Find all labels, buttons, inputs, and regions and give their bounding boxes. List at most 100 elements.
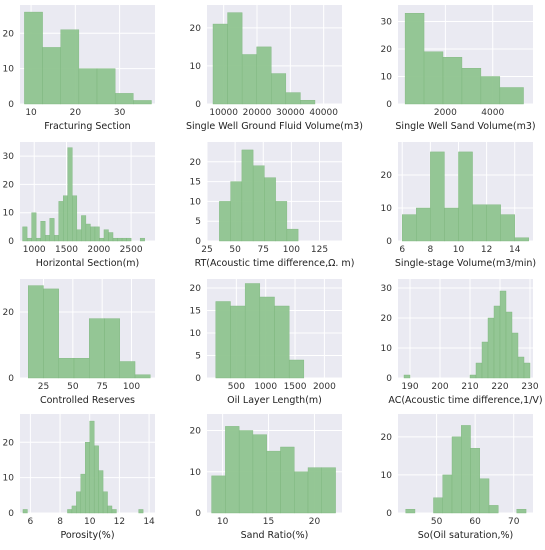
histogram-bar — [40, 220, 46, 242]
histogram-bar — [117, 237, 123, 242]
x-tick-label: 30 — [114, 108, 126, 118]
xlabel-3: Single Well Sand Volume(m3) — [395, 121, 535, 132]
histogram-bar — [119, 361, 136, 379]
x-tick-label: 20 — [70, 108, 82, 118]
histogram-bar — [259, 296, 275, 379]
y-tick-label: 20 — [3, 438, 15, 448]
y-tick-label: 0 — [8, 237, 14, 247]
x-tick-label: 1500 — [284, 382, 307, 392]
histogram-bar — [126, 237, 132, 242]
histogram-bar — [58, 201, 64, 242]
x-tick-label: 10000 — [209, 108, 238, 118]
histogram-bar — [93, 445, 99, 514]
histogram-bar — [73, 358, 90, 379]
x-tick-label: 220 — [491, 382, 508, 392]
x-tick-label: 125 — [311, 245, 328, 255]
x-tick-label: 50 — [229, 245, 241, 255]
y-tick-label: 10 — [190, 468, 202, 478]
x-tick-label: 4000 — [481, 108, 504, 118]
x-tick-label: 70 — [508, 517, 520, 527]
y-tick-label: 20 — [190, 24, 202, 34]
histogram-bar — [451, 436, 462, 514]
y-tick-label: 20 — [3, 308, 15, 318]
x-tick-label: 10 — [217, 517, 229, 527]
histogram-bar — [111, 509, 117, 514]
histogram-bar — [112, 237, 118, 242]
x-tick-label: 230 — [521, 382, 538, 392]
y-tick-label: 20 — [381, 433, 393, 443]
histogram-bar — [480, 76, 501, 105]
y-tick-label: 10 — [3, 65, 15, 75]
chart-12: 0 10 20 50 60 70 So(Oil saturation,%) — [381, 414, 533, 541]
histogram-bar — [475, 362, 483, 379]
histogram-bar — [72, 195, 78, 242]
histogram-bar — [76, 491, 82, 514]
chart-5: 0 5 10 15 20 25 50 75 100 125 RT(Acoustic time dif… — [190, 142, 354, 269]
y-tick-label: 10 — [381, 73, 393, 83]
histogram-bar — [24, 11, 43, 105]
x-tick-label: 75 — [258, 245, 269, 255]
y-tick-label: 20 — [190, 158, 202, 168]
y-tick-label: 10 — [381, 471, 393, 481]
xlabel-12: So(Oil saturation,%) — [418, 530, 514, 541]
histogram-bar — [430, 151, 445, 242]
histogram-bar — [31, 212, 37, 242]
y-tick-label: 5 — [195, 217, 201, 227]
histogram-bar — [505, 311, 513, 379]
histogram-bar — [294, 471, 309, 514]
y-tick-label: 0 — [195, 374, 201, 384]
histogram-bar — [133, 100, 152, 105]
xlabel-4: Horizontal Section(m) — [36, 258, 140, 269]
histogram-bar — [28, 285, 44, 379]
histogram-bar — [49, 218, 55, 242]
histogram-bar — [458, 151, 473, 242]
histogram-bar — [215, 301, 231, 379]
histogram-bar — [238, 430, 254, 514]
histogram-bar — [266, 450, 281, 514]
histogram-bar — [493, 305, 501, 379]
histogram-bar — [479, 478, 490, 514]
xlabel-6: Single-stage Volume(m3/min) — [395, 258, 536, 269]
chart-3: 0 10 20 30 2000 4000 Single Well Sand Volume(m… — [381, 5, 536, 132]
x-tick-label: 210 — [461, 382, 478, 392]
x-tick-label: 14 — [509, 245, 521, 255]
histogram-bar — [42, 47, 61, 105]
histogram-bar — [402, 214, 417, 242]
histogram-bar — [99, 237, 105, 242]
histogram-bar — [286, 228, 299, 242]
chart-2: 0 10 20 10000 20000 30000 40000 Single Well Gro… — [186, 5, 363, 132]
histogram-bar — [71, 505, 77, 514]
histogram-bar — [470, 448, 480, 514]
y-tick-label: 0 — [8, 100, 14, 110]
x-tick-label: 15 — [263, 517, 274, 527]
histogram-bar — [67, 509, 73, 514]
histogram-bar — [244, 283, 261, 379]
histogram-bar — [81, 215, 87, 242]
histogram-bar — [404, 13, 425, 105]
xlabel-8: Oil Layer Length(m) — [227, 395, 322, 406]
y-tick-label: 0 — [8, 374, 14, 384]
histogram-bar — [271, 73, 287, 105]
x-tick-label: 6 — [28, 517, 34, 527]
histogram-bar — [107, 505, 113, 514]
chart-10: 0 10 20 6 8 10 12 14 Porosity(%) — [3, 414, 155, 541]
histogram-bar — [442, 474, 453, 514]
x-tick-label: 12 — [481, 245, 492, 255]
histogram-bar — [516, 508, 527, 514]
histogram-bar — [280, 446, 295, 514]
xlabel-1: Fracturing Section — [44, 121, 130, 132]
x-tick-label: 12 — [114, 517, 125, 527]
x-tick-label: 2000 — [313, 382, 336, 392]
histogram-bar — [499, 290, 507, 379]
histogram-bar — [416, 207, 431, 242]
x-tick-label: 8 — [57, 517, 63, 527]
y-tick-label: 20 — [381, 45, 393, 55]
histogram-bar — [307, 467, 322, 514]
y-tick-label: 0 — [386, 237, 392, 247]
histogram-bar — [85, 442, 90, 514]
x-tick-label: 40000 — [309, 108, 338, 118]
y-tick-label: 5 — [195, 352, 201, 362]
histogram-bar — [225, 426, 240, 514]
